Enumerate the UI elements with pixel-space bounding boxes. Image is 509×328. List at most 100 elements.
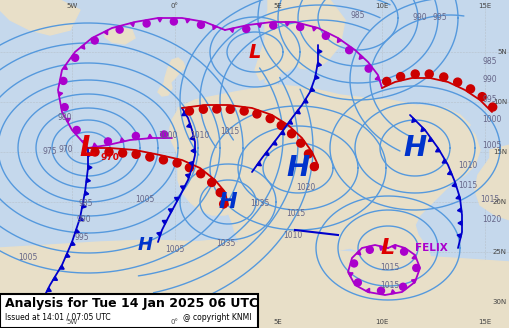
- Polygon shape: [457, 208, 461, 212]
- Text: 970: 970: [59, 146, 73, 154]
- Text: 1005: 1005: [18, 254, 38, 262]
- Circle shape: [146, 153, 154, 161]
- Text: 15E: 15E: [477, 319, 491, 325]
- Text: 0°: 0°: [171, 3, 179, 9]
- Text: 995: 995: [432, 13, 446, 23]
- Circle shape: [185, 164, 193, 172]
- Circle shape: [197, 21, 204, 28]
- Circle shape: [71, 54, 78, 61]
- Text: Analysis for Tue 14 Jan 2025 06 UTC: Analysis for Tue 14 Jan 2025 06 UTC: [5, 297, 258, 310]
- Circle shape: [322, 32, 329, 39]
- Polygon shape: [358, 55, 363, 59]
- Polygon shape: [35, 311, 40, 315]
- Text: 1010: 1010: [190, 131, 209, 139]
- Polygon shape: [75, 229, 79, 233]
- Circle shape: [240, 107, 248, 115]
- Circle shape: [277, 121, 285, 130]
- Text: 1005: 1005: [58, 300, 77, 310]
- Text: 5E: 5E: [273, 3, 282, 9]
- Circle shape: [310, 163, 318, 171]
- Polygon shape: [168, 209, 173, 213]
- Circle shape: [143, 20, 150, 27]
- Text: H: H: [137, 236, 152, 254]
- Circle shape: [304, 150, 312, 158]
- Polygon shape: [186, 123, 191, 128]
- Circle shape: [287, 130, 295, 138]
- Polygon shape: [257, 23, 261, 28]
- Polygon shape: [0, 0, 80, 35]
- Polygon shape: [180, 186, 185, 190]
- Circle shape: [365, 246, 373, 253]
- Polygon shape: [148, 134, 152, 138]
- Text: 10E: 10E: [375, 3, 388, 9]
- Circle shape: [116, 26, 123, 33]
- Polygon shape: [174, 197, 179, 201]
- Text: 1000: 1000: [158, 131, 177, 139]
- Polygon shape: [212, 25, 216, 30]
- Polygon shape: [348, 273, 352, 277]
- Polygon shape: [93, 143, 97, 147]
- Circle shape: [399, 283, 406, 290]
- Polygon shape: [58, 92, 63, 96]
- Polygon shape: [79, 217, 83, 221]
- Circle shape: [105, 148, 113, 156]
- Circle shape: [196, 170, 204, 178]
- Polygon shape: [47, 288, 51, 292]
- Polygon shape: [345, 160, 364, 182]
- Polygon shape: [390, 290, 394, 294]
- Text: 990: 990: [482, 75, 496, 85]
- Polygon shape: [182, 112, 186, 116]
- Polygon shape: [456, 234, 461, 238]
- Polygon shape: [289, 188, 299, 205]
- Polygon shape: [420, 127, 425, 132]
- Text: 985: 985: [78, 198, 93, 208]
- Circle shape: [199, 105, 207, 113]
- Circle shape: [354, 279, 361, 286]
- Text: 30N: 30N: [492, 299, 506, 305]
- Polygon shape: [441, 159, 446, 163]
- Polygon shape: [290, 0, 344, 70]
- Polygon shape: [379, 246, 383, 251]
- Polygon shape: [297, 242, 337, 265]
- Polygon shape: [41, 299, 45, 303]
- Polygon shape: [82, 140, 86, 144]
- Text: 1035: 1035: [216, 239, 235, 249]
- Polygon shape: [80, 45, 84, 49]
- Polygon shape: [437, 155, 454, 165]
- Circle shape: [412, 264, 419, 272]
- Polygon shape: [455, 195, 460, 199]
- Polygon shape: [446, 171, 451, 175]
- Text: 1035: 1035: [250, 199, 269, 209]
- Polygon shape: [318, 49, 321, 54]
- Circle shape: [119, 149, 126, 157]
- Polygon shape: [190, 136, 194, 140]
- Text: 1015: 1015: [458, 180, 477, 190]
- Polygon shape: [60, 265, 64, 269]
- Circle shape: [296, 139, 304, 147]
- Polygon shape: [254, 0, 315, 80]
- Polygon shape: [391, 245, 395, 249]
- Circle shape: [61, 104, 68, 111]
- Polygon shape: [189, 161, 193, 166]
- Polygon shape: [178, 140, 260, 215]
- Polygon shape: [318, 205, 342, 220]
- Text: 1015: 1015: [220, 128, 239, 136]
- Circle shape: [453, 78, 461, 86]
- Text: 10E: 10E: [375, 319, 388, 325]
- Polygon shape: [314, 75, 319, 79]
- Circle shape: [73, 127, 80, 133]
- Polygon shape: [162, 220, 166, 224]
- Text: 975: 975: [43, 148, 57, 156]
- Polygon shape: [88, 152, 92, 157]
- Polygon shape: [229, 28, 234, 32]
- Text: 1020: 1020: [482, 215, 501, 224]
- Text: 5W: 5W: [66, 319, 77, 325]
- Text: @ copyright KNMI: @ copyright KNMI: [183, 313, 251, 321]
- Text: H: H: [403, 134, 426, 162]
- Circle shape: [400, 248, 407, 255]
- Circle shape: [226, 105, 234, 113]
- Polygon shape: [185, 19, 189, 23]
- Polygon shape: [428, 137, 432, 141]
- Polygon shape: [375, 76, 379, 80]
- Text: 985: 985: [350, 10, 364, 19]
